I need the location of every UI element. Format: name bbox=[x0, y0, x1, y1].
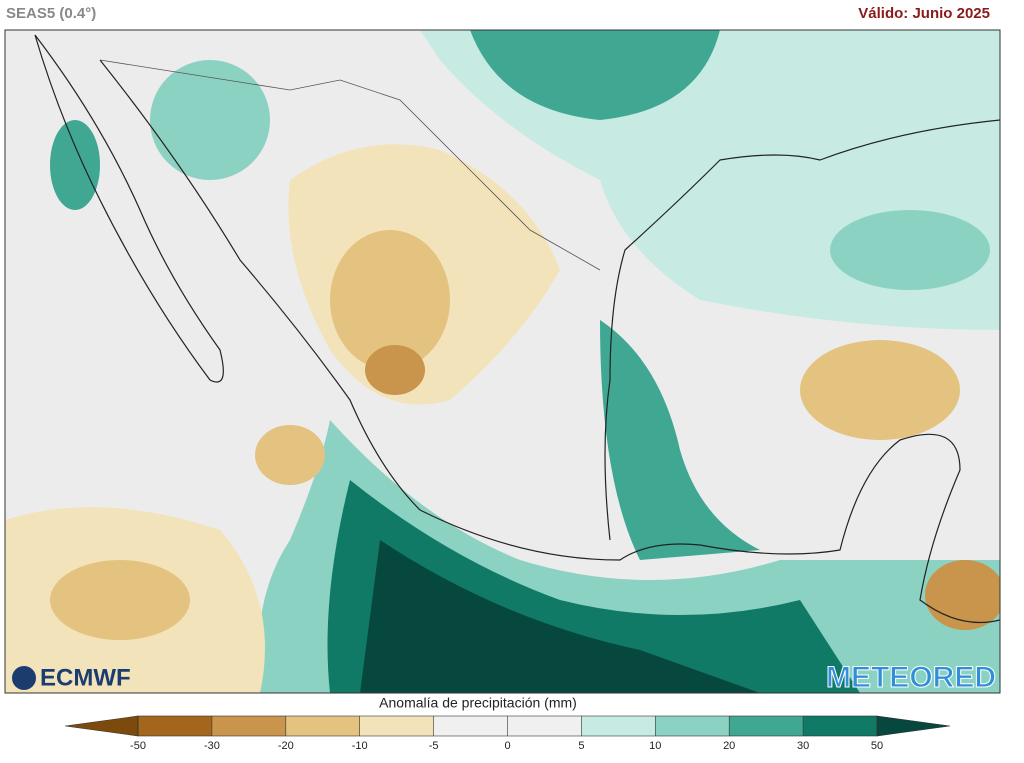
anomaly-area bbox=[50, 120, 100, 210]
colorbar-tick-label: 30 bbox=[797, 740, 809, 752]
colorbar-tick-label: -50 bbox=[130, 740, 146, 752]
colorbar-segment bbox=[803, 716, 877, 736]
anomaly-area bbox=[925, 560, 1000, 630]
colorbar-tick-label: -5 bbox=[429, 740, 439, 752]
colorbar-segment bbox=[138, 716, 212, 736]
anomaly-area bbox=[150, 60, 270, 180]
anomaly-area bbox=[800, 340, 960, 440]
colorbar-segment bbox=[285, 716, 360, 736]
colorbar-tick-label: 0 bbox=[504, 740, 510, 752]
colorbar-tick-label: 10 bbox=[649, 740, 661, 752]
colorbar-tick-label: 5 bbox=[578, 740, 584, 752]
colorbar-tick-label: 50 bbox=[871, 740, 883, 752]
coastline bbox=[34, 34, 1000, 623]
valid-date: Válido: Junio 2025 bbox=[858, 5, 990, 22]
anomaly-area bbox=[470, 30, 720, 120]
colorbar-title: Anomalía de precipitación (mm) bbox=[379, 695, 577, 711]
colorbar-segment bbox=[581, 716, 656, 736]
colorbar-segment bbox=[655, 716, 730, 736]
model-label: SEAS5 (0.4°) bbox=[6, 5, 96, 22]
colorbar-tick-label: -20 bbox=[278, 740, 294, 752]
colorbar-high-end bbox=[876, 715, 951, 737]
colorbar-segment bbox=[433, 716, 508, 736]
colorbar-tick-label: -30 bbox=[204, 740, 220, 752]
border bbox=[99, 59, 601, 271]
colorbar-segment bbox=[211, 716, 286, 736]
anomaly-area bbox=[365, 345, 425, 395]
colorbar-segment bbox=[359, 716, 434, 736]
colorbar: -50 -30 -20 -10 -5 0 5 10 20 30 50 bbox=[64, 715, 951, 752]
anomaly-area bbox=[600, 320, 760, 560]
map-frame bbox=[4, 29, 1001, 694]
colorbar-segment bbox=[729, 716, 804, 736]
logo-text: ECMWF bbox=[40, 664, 131, 691]
anomaly-area bbox=[50, 560, 190, 640]
colorbar-segment bbox=[507, 716, 582, 736]
colorbar-low-end bbox=[64, 715, 139, 737]
anomaly-area bbox=[360, 540, 760, 693]
anomaly-area bbox=[830, 210, 990, 290]
colorbar-tick-label: 20 bbox=[723, 740, 735, 752]
ecmwf-logo: ECMWF bbox=[12, 664, 131, 691]
anomaly-area bbox=[330, 230, 450, 370]
colorbar-tick-label: -10 bbox=[352, 740, 368, 752]
map: ECMWF METEORED bbox=[4, 29, 1001, 694]
meteored-logo: METEORED bbox=[826, 661, 996, 694]
anomaly-area bbox=[255, 425, 325, 485]
logo-icon bbox=[12, 666, 36, 690]
